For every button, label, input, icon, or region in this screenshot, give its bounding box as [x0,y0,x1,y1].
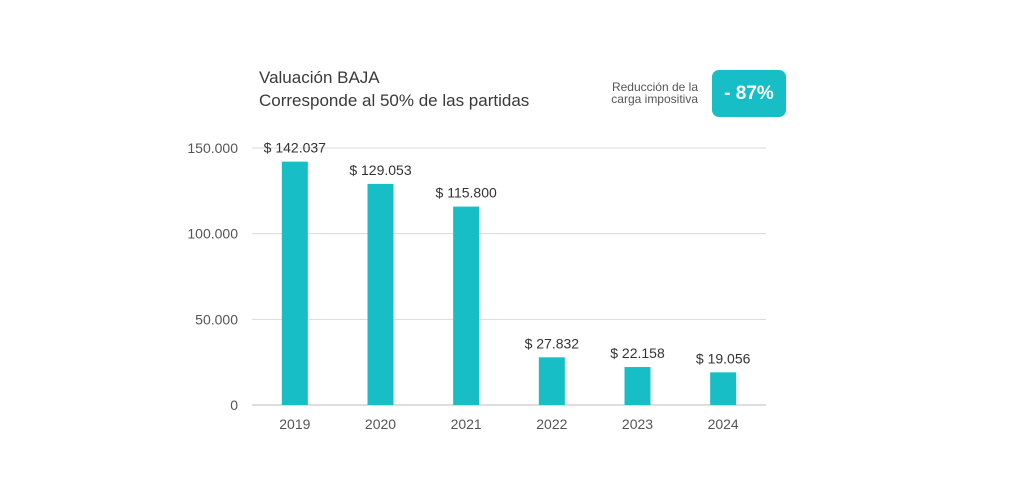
data-label: $ 27.832 [525,335,580,351]
bar [367,183,394,405]
x-tick-label: 2020 [365,416,396,432]
chart-title-line1: Valuación BAJA [259,68,380,87]
data-label: $ 115.800 [436,185,497,201]
reduction-callout: Reducción de la carga impositiva - 87% [590,70,788,118]
reduction-label: Reducción de la carga impositiva [578,81,698,105]
reduction-label-line2: carga impositiva [611,92,698,106]
x-tick-label: 2022 [536,416,567,432]
bar [281,161,308,405]
x-tick-label: 2021 [451,416,482,432]
y-tick-label: 150.000 [187,140,238,156]
data-label: $ 142.037 [264,140,326,156]
x-tick-label: 2019 [279,416,310,432]
y-tick-label: 50.000 [195,311,238,327]
bar [453,206,480,405]
reduction-label-line1: Reducción de la [611,80,698,94]
data-label: $ 129.053 [349,162,411,178]
reduction-badge: - 87% [712,70,786,117]
data-label: $ 19.056 [696,350,751,366]
bar [538,357,565,405]
chart-title: Valuación BAJA Corresponde al 50% de las… [259,66,529,112]
bar [624,367,651,405]
data-label: $ 22.158 [610,345,665,361]
y-tick-label: 100.000 [187,226,238,242]
y-tick-label: 0 [230,397,238,413]
chart-title-line2: Corresponde al 50% de las partidas [259,91,530,110]
x-tick-label: 2024 [708,416,739,432]
bar [710,372,737,405]
x-tick-label: 2023 [622,416,653,432]
